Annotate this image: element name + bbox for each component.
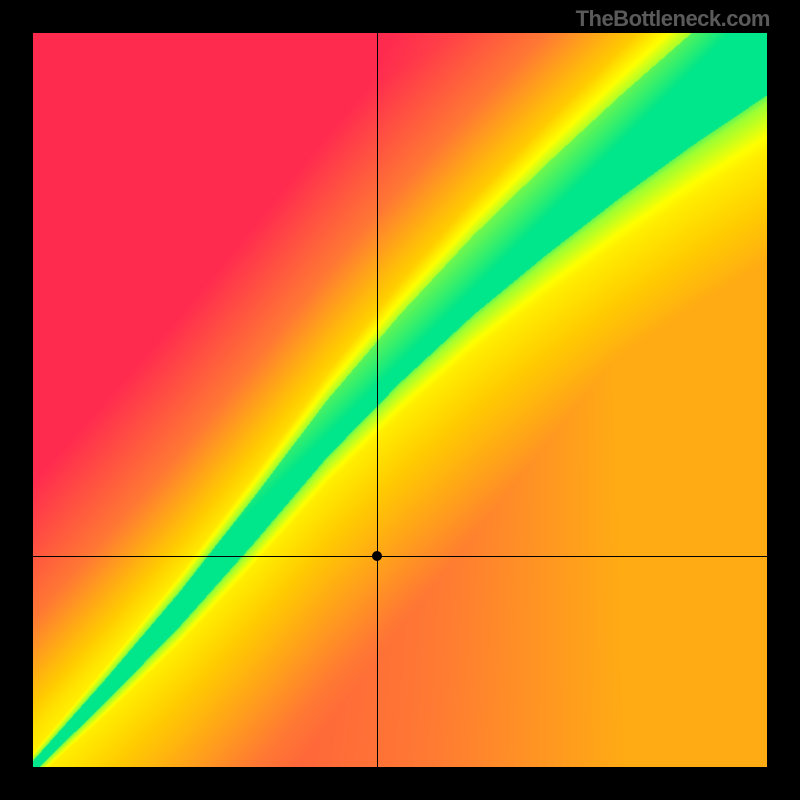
data-point-marker bbox=[372, 551, 382, 561]
plot-area bbox=[33, 33, 767, 767]
heatmap-canvas bbox=[33, 33, 767, 767]
chart-container: TheBottleneck.com bbox=[0, 0, 800, 800]
crosshair-vertical bbox=[377, 33, 378, 767]
attribution-text: TheBottleneck.com bbox=[576, 6, 770, 32]
crosshair-horizontal bbox=[33, 556, 767, 557]
